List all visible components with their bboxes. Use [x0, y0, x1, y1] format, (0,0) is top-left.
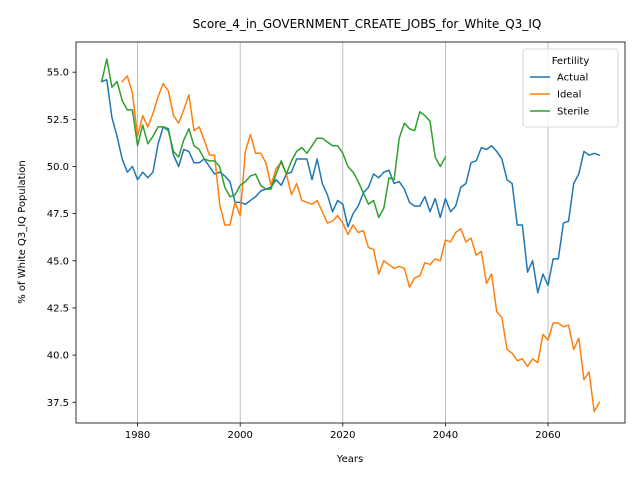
plot-area-frame	[75, 41, 626, 424]
x-tick-label: 1980	[125, 430, 150, 441]
y-axis-ticks: 37.5 40.0 42.5 45.0 47.5 50.0 52.5 55.0	[47, 68, 76, 409]
x-tick-label: 2020	[330, 430, 355, 441]
legend-label-actual: Actual	[557, 73, 588, 84]
y-tick-label: 40.0	[47, 351, 69, 362]
series-line-sterile	[100, 58, 447, 219]
legend-label-ideal: Ideal	[557, 90, 581, 101]
series-line-actual	[100, 78, 601, 294]
x-axis-ticks: 1980 2000 2020 2040 2060	[125, 423, 561, 441]
y-tick-label: 50.0	[47, 162, 69, 173]
y-tick-label: 52.5	[47, 115, 69, 126]
chart-title: Score_4_in_GOVERNMENT_CREATE_JOBS_for_Wh…	[193, 17, 542, 31]
y-axis-label: % of White Q3_IQ Population	[17, 160, 28, 304]
grid-lines	[137, 42, 549, 423]
legend-title: Fertility	[552, 56, 590, 67]
y-tick-label: 42.5	[47, 303, 69, 314]
x-axis-label: Years	[336, 454, 363, 465]
x-tick-label: 2040	[433, 430, 458, 441]
legend-entries: Actual Ideal Sterile	[530, 73, 589, 118]
x-tick-label: 2000	[227, 430, 252, 441]
legend: Fertility Actual Ideal Sterile	[522, 48, 619, 128]
series-lines	[100, 58, 601, 413]
x-tick-label: 2060	[535, 430, 560, 441]
legend-box	[522, 48, 619, 128]
y-tick-label: 47.5	[47, 209, 69, 220]
y-tick-label: 55.0	[47, 68, 69, 79]
series-line-ideal	[121, 75, 601, 413]
y-tick-label: 45.0	[47, 256, 69, 267]
y-tick-label: 37.5	[47, 398, 69, 409]
legend-label-sterile: Sterile	[557, 107, 589, 118]
